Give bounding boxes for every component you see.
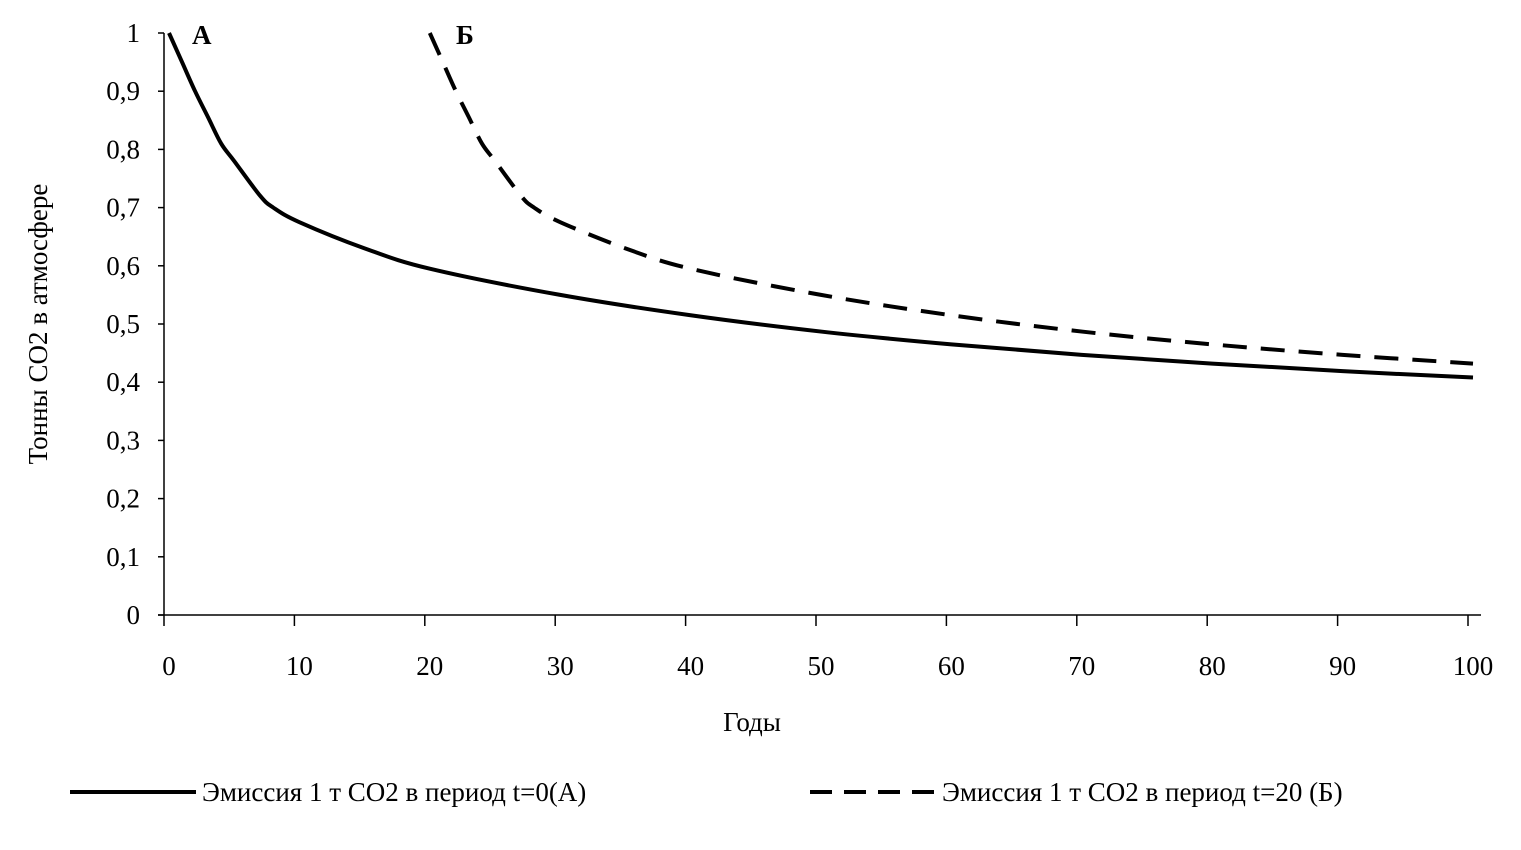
x-tick-label: 80 [1199, 651, 1226, 681]
y-axis-title: Тонны CO2 в атмосфере [23, 184, 53, 465]
x-tick-label: 100 [1453, 651, 1494, 681]
y-tick-label: 1 [127, 18, 141, 48]
x-tick-label: 60 [938, 651, 965, 681]
y-tick-label: 0,7 [106, 193, 140, 223]
x-tick-label: 30 [547, 651, 574, 681]
x-tick-label: 90 [1329, 651, 1356, 681]
x-tick-label: 20 [416, 651, 443, 681]
x-tick-label: 0 [162, 651, 176, 681]
annotation-b: Б [456, 20, 474, 50]
legend: Эмиссия 1 т CO2 в период t=0(А) Эмиссия … [70, 777, 1343, 807]
legend-label-a: Эмиссия 1 т CO2 в период t=0(А) [202, 777, 586, 807]
series-line-b [427, 32, 1474, 366]
series-line-a [167, 32, 1474, 380]
y-tick-label: 0,1 [106, 542, 140, 572]
x-tick-label: 40 [677, 651, 704, 681]
annotation-a: А [192, 20, 212, 50]
y-tick-label: 0,5 [106, 309, 140, 339]
y-tick-label: 0,2 [106, 484, 140, 514]
x-tick-label: 70 [1068, 651, 1095, 681]
y-tick-label: 0,8 [106, 134, 140, 164]
x-axis-title: Годы [723, 707, 781, 737]
legend-label-b: Эмиссия 1 т CO2 в период t=20 (Б) [942, 777, 1343, 807]
y-tick-label: 0 [127, 600, 141, 630]
y-tick-label: 0,4 [106, 367, 140, 397]
x-tick-label: 10 [286, 651, 313, 681]
y-tick-label: 0,9 [106, 76, 140, 106]
y-tick-label: 0,3 [106, 425, 140, 455]
y-tick-label: 0,6 [106, 251, 140, 281]
series-lines [167, 32, 1474, 380]
axes: 00,10,20,30,40,50,60,70,80,910 10 20 30 40 50… [106, 18, 1493, 681]
x-tick-label: 50 [808, 651, 835, 681]
